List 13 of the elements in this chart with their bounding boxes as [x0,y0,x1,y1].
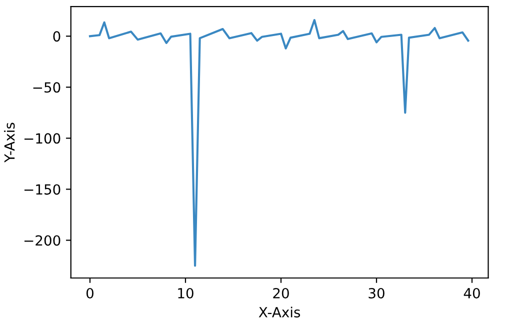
x-tick-label: 10 [178,288,194,298]
y-tick-label: −50 [33,82,60,93]
y-tick-label: −200 [24,235,60,246]
x-tick-label: 20 [273,288,289,298]
x-tick-label: 40 [464,288,480,298]
y-tick-label: −150 [24,184,60,195]
x-tick-label: 30 [368,288,384,298]
y-tick-label: 0 [53,31,60,42]
y-axis-title: Y-Axis [4,122,15,162]
line-series [88,19,470,267]
y-tick-label: −100 [24,133,60,144]
x-tick-label: 0 [86,288,94,298]
x-axis-title: X-Axis [258,306,300,318]
